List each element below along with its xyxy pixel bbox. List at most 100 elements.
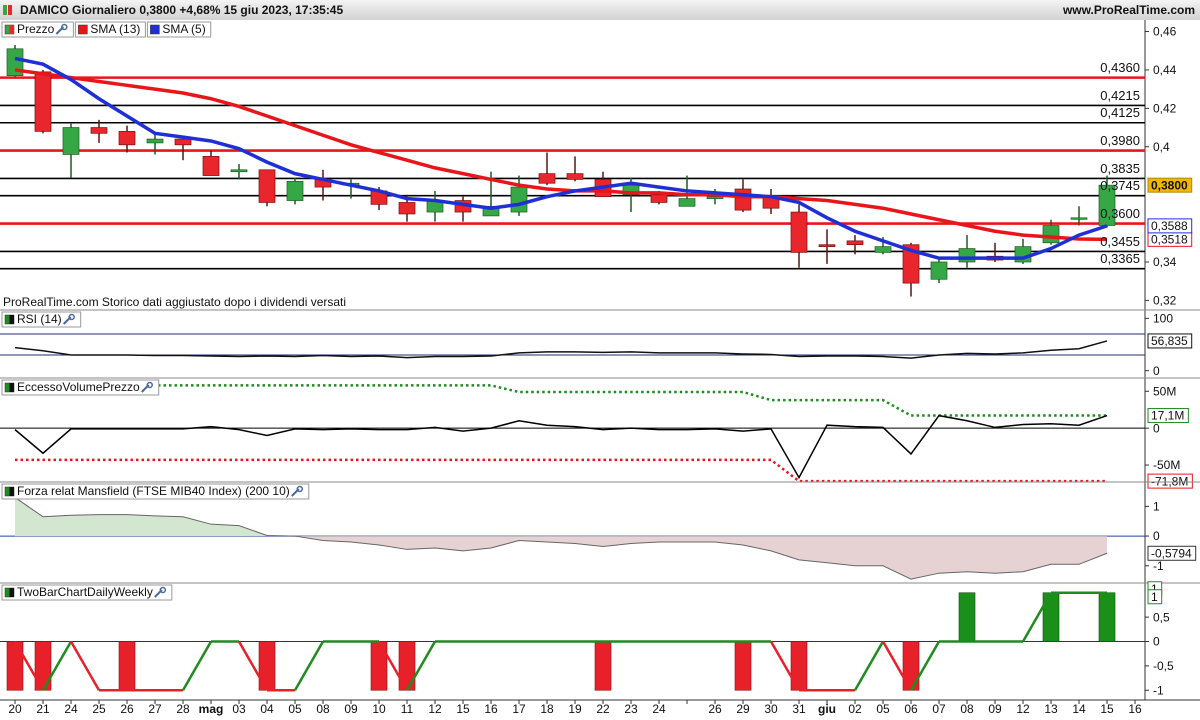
x-tick-label: 23 [624,702,638,716]
series-line-segment [181,640,213,691]
legend-box [1,379,160,396]
settings-icon [61,23,68,31]
x-tick-label: 12 [428,702,442,716]
x-tick-label: 04 [260,702,274,716]
series-line [15,384,1107,417]
x-tick-label: 05 [288,702,302,716]
candle-body [62,127,80,155]
candle-body [678,198,696,207]
legend-box [146,21,212,38]
y-tick-label: 1 [1153,500,1160,514]
candle-body [1098,184,1116,226]
series-line-segment [13,640,45,691]
x-tick-label: 17 [512,702,526,716]
x-tick-label: 15 [456,702,470,716]
candle-body [118,131,136,146]
y-tick-label: 50M [1153,384,1176,398]
panel-plot [0,591,1145,692]
candle-body [846,240,864,246]
x-tick-label: mag [199,702,224,716]
candle-body [286,180,304,201]
series-line-segment [377,640,409,691]
candle-body [706,196,724,199]
series-line-segment [405,640,437,691]
candle-body [174,138,192,146]
x-tick-label: 08 [316,702,330,716]
x-tick-label: giu [818,702,836,716]
bar [734,641,752,691]
level-label: 0,4215 [1100,88,1140,103]
candle-body [510,186,528,213]
last-value-box [1147,473,1193,489]
x-tick-label: 10 [372,702,386,716]
bar [958,592,976,642]
series-line [14,340,1108,359]
last-value-label: 0,3800 [1151,178,1188,192]
y-tick-label: 100 [1153,312,1173,326]
x-tick-label: 19 [568,702,582,716]
last-value-box [1147,218,1193,234]
legend-label: EccessoVolumePrezzo [17,380,140,394]
candle-body [650,194,668,203]
panel-plot [0,333,1145,359]
candle-body [258,169,276,203]
bar [118,641,136,691]
last-value-box [1147,333,1193,349]
series-line-segment [1021,592,1053,643]
candle-body [734,188,752,211]
x-tick-label: 25 [92,702,106,716]
y-tick-label: 0,4 [1153,140,1170,154]
legend-label: Forza relat Mansfield (FTSE MIB40 Index)… [17,484,290,498]
settings-icon [68,313,75,321]
last-value-label: 56,835 [1151,334,1188,348]
header-bar [0,0,1200,20]
bar [594,641,612,691]
x-tick-label: 26 [120,702,134,716]
x-tick-label: 20 [8,702,22,716]
y-tick-label: 0,44 [1153,63,1177,77]
y-tick-label: -1 [1153,683,1164,697]
x-tick-label: 11 [401,702,414,716]
level-label: 0,3365 [1100,251,1140,266]
series-line [14,68,1108,242]
candle-body [1042,225,1060,244]
candle-body [930,261,948,280]
candle-body [566,173,584,180]
candle-body [230,169,248,173]
x-tick-label: 30 [764,702,778,716]
series-line-segment [41,640,73,691]
header-icon [3,5,7,15]
x-tick-label: 24 [652,702,666,716]
legend-box [1,483,310,500]
legend-box [1,311,82,328]
series-area [15,497,295,537]
candle-body [146,138,164,144]
series-area [15,536,1107,580]
last-value-box [1147,177,1193,193]
x-tick-label: 05 [876,702,890,716]
x-tick-label: 03 [232,702,246,716]
x-tick-label: 07 [932,702,946,716]
header-site: www.ProRealTime.com [1062,3,1195,17]
candle-body [874,246,892,253]
candle-body [622,184,640,196]
x-tick-label: 18 [540,702,554,716]
y-tick-label: -0,5 [1153,659,1174,673]
y-tick-label: 0 [1153,364,1160,378]
last-value-label: -71,8M [1151,474,1188,488]
x-tick-label: 26 [708,702,722,716]
y-tick-label: 0,32 [1153,294,1177,308]
x-tick-label: 22 [596,702,610,716]
settings-icon [296,485,304,493]
series-line-segment [237,640,269,691]
candle-body [482,205,500,217]
x-tick-label: 16 [484,702,498,716]
x-tick-label: 06 [904,702,918,716]
candle-body [398,202,416,215]
legend-icon [78,24,88,35]
series-line [15,458,1107,482]
series-line [14,56,1108,260]
series-line [14,497,1108,580]
